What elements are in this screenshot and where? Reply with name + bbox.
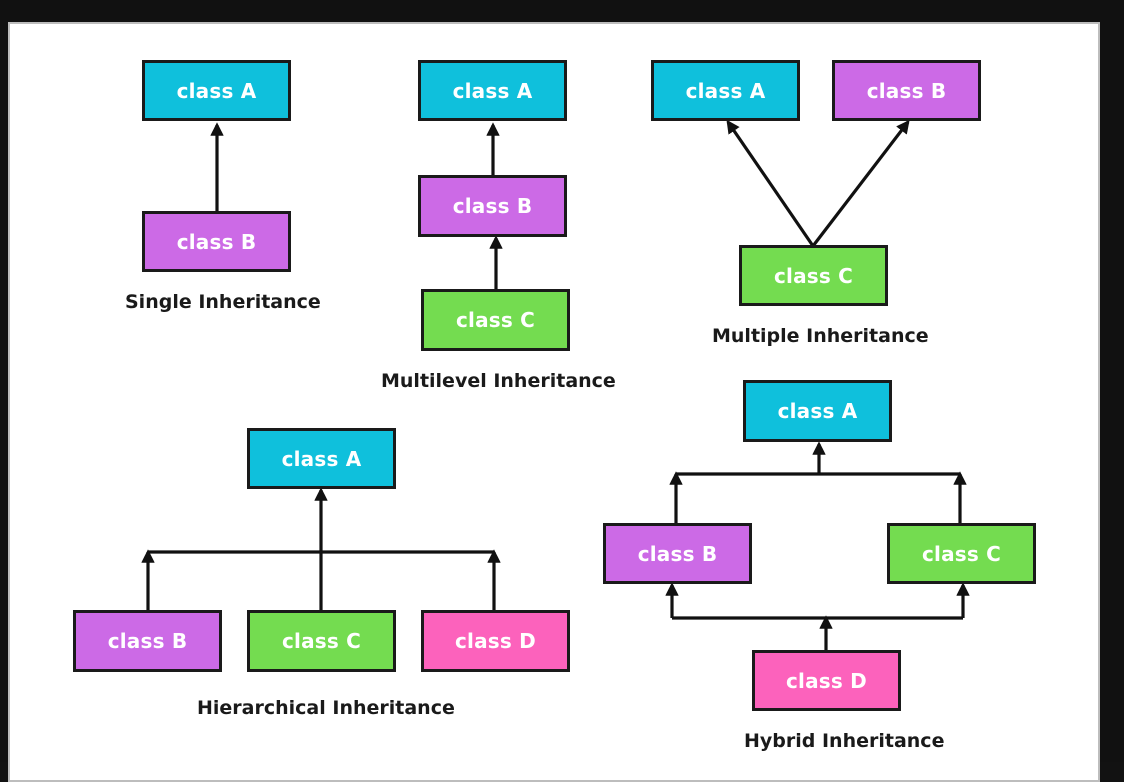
multiple-class-a-label: class A xyxy=(685,78,766,103)
multiple-class-b-box: class B xyxy=(832,60,981,121)
multiple-class-a-box: class A xyxy=(651,60,800,121)
hier-class-b-box: class B xyxy=(73,610,222,672)
multilevel-caption: Multilevel Inheritance xyxy=(381,370,616,392)
hybrid-class-b-label: class B xyxy=(637,541,718,566)
hybrid-class-a-label: class A xyxy=(777,399,858,423)
multiple-class-c-box: class C xyxy=(739,245,888,306)
single-class-b-label: class B xyxy=(176,229,257,254)
multiple-class-b-label: class B xyxy=(866,78,947,103)
hybrid-caption: Hybrid Inheritance xyxy=(744,730,945,752)
hier-class-a-box: class A xyxy=(247,428,396,489)
multiple-arrow-c-to-b xyxy=(811,119,910,247)
hybrid-class-c-label: class C xyxy=(921,541,1002,566)
multilevel-class-b-box: class B xyxy=(418,175,567,237)
hier-class-b-label: class B xyxy=(107,629,188,653)
single-class-a-box: class A xyxy=(142,60,291,121)
multiple-caption: Multiple Inheritance xyxy=(712,325,929,347)
hybrid-class-b-box: class B xyxy=(603,523,752,584)
hier-class-c-box: class C xyxy=(247,610,396,672)
hier-class-d-box: class D xyxy=(421,610,570,672)
connector-layer xyxy=(141,119,970,650)
single-class-b-box: class B xyxy=(142,211,291,272)
hier-class-a-label: class A xyxy=(281,446,362,471)
hierarchical-caption: Hierarchical Inheritance xyxy=(197,697,455,719)
multiple-class-c-label: class C xyxy=(773,263,854,288)
hybrid-class-c-box: class C xyxy=(887,523,1036,584)
multilevel-class-a-box: class A xyxy=(418,60,567,121)
multilevel-class-c-label: class C xyxy=(455,308,536,332)
multiple-arrow-c-to-a xyxy=(726,119,815,247)
hybrid-class-a-box: class A xyxy=(743,380,892,442)
hier-class-d-label: class D xyxy=(455,629,536,653)
hybrid-class-d-label: class D xyxy=(786,668,867,693)
hier-class-c-label: class C xyxy=(281,629,362,653)
single-class-a-label: class A xyxy=(176,78,257,103)
multilevel-class-b-label: class B xyxy=(452,194,533,218)
multilevel-class-c-box: class C xyxy=(421,289,570,351)
hybrid-class-d-box: class D xyxy=(752,650,901,711)
single-caption: Single Inheritance xyxy=(125,291,321,313)
multilevel-class-a-label: class A xyxy=(452,78,533,103)
